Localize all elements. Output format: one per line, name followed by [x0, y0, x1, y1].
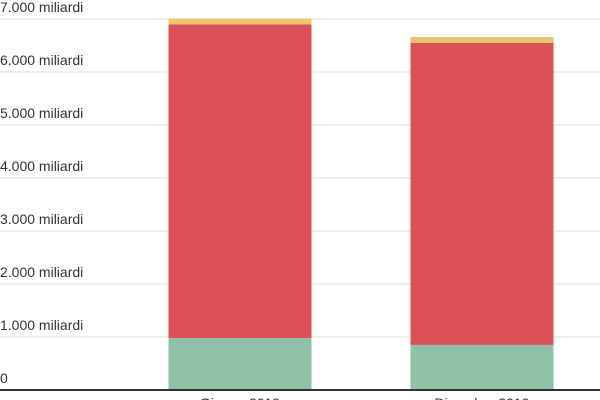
bar-segment [410, 42, 554, 345]
bar-segment [410, 344, 554, 390]
y-tick-label: 1.000 miliardi [0, 317, 83, 333]
y-tick-label: 4.000 miliardi [0, 158, 83, 174]
bar-segment [168, 338, 312, 390]
y-tick-label: 6.000 miliardi [0, 52, 83, 68]
bar-segment [168, 24, 312, 339]
bar-segment [168, 18, 312, 25]
bar-segment [410, 37, 554, 43]
x-tick-label: Dicembre 2019 [435, 395, 530, 400]
y-tick-label: 2.000 miliardi [0, 264, 83, 280]
y-tick-label: 0 [0, 370, 8, 386]
y-tick-label: 5.000 miliardi [0, 105, 83, 121]
y-tick-label: 7.000 miliardi [0, 0, 83, 15]
y-tick-label: 3.000 miliardi [0, 211, 83, 227]
x-tick-label: Giugno 2019 [200, 395, 280, 400]
